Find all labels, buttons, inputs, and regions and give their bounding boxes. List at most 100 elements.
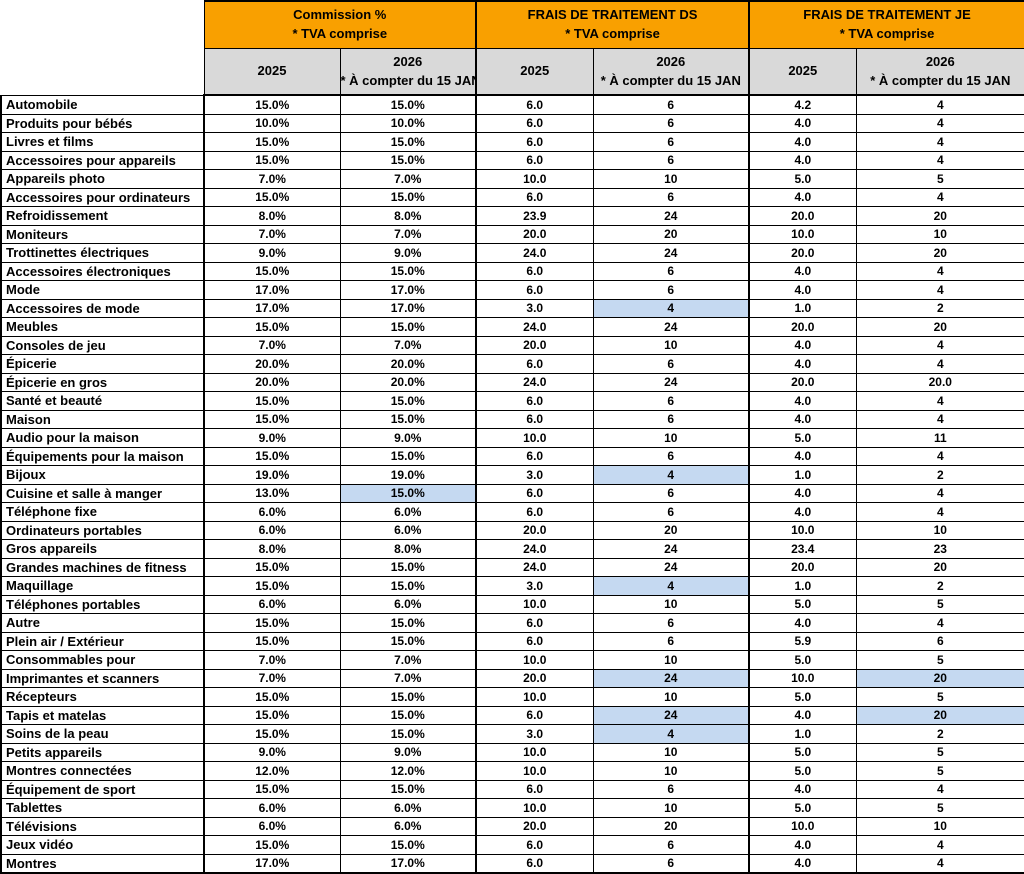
table-row: Maquillage 15.0% 15.0% 3.0 4 1.0 2 xyxy=(0,576,1024,596)
frais-je-2025-cell: 5.0 xyxy=(748,761,857,781)
frais-ds-2025-cell: 6.0 xyxy=(475,779,594,799)
frais-ds-2026-cell: 6 xyxy=(592,132,751,152)
commission-2026-cell: 8.0% xyxy=(339,539,478,559)
commission-2026-cell: 6.0% xyxy=(339,816,478,836)
commission-2025-cell: 15.0% xyxy=(203,132,341,152)
frais-je-2026-cell: 10 xyxy=(855,224,1024,244)
commission-2025-cell: 15.0% xyxy=(203,557,341,577)
table-row: Soins de la peau 15.0% 15.0% 3.0 4 1.0 2 xyxy=(0,724,1024,744)
category-cell: Épicerie xyxy=(0,354,205,374)
commission-2025-cell: 7.0% xyxy=(203,224,341,244)
category-cell: Refroidissement xyxy=(0,206,205,226)
frais-je-2026-cell: 20 xyxy=(855,317,1024,337)
frais-ds-2025-cell: 10.0 xyxy=(475,169,594,189)
frais-je-2026-cell: 4 xyxy=(855,354,1024,374)
frais-je-2026-cell: 4 xyxy=(855,502,1024,522)
table-row: Tapis et matelas 15.0% 15.0% 6.0 24 4.0 … xyxy=(0,705,1024,725)
table-row: Accessoires pour ordinateurs 15.0% 15.0%… xyxy=(0,187,1024,207)
frais-je-2025-cell: 4.0 xyxy=(748,853,857,874)
category-cell: Tablettes xyxy=(0,798,205,818)
table-row: Montres connectées 12.0% 12.0% 10.0 10 5… xyxy=(0,761,1024,781)
frais-ds-2025-cell: 20.0 xyxy=(475,224,594,244)
frais-ds-2026-cell: 6 xyxy=(592,354,751,374)
commission-2025-cell: 20.0% xyxy=(203,372,341,392)
frais-je-2026-cell: 4 xyxy=(855,150,1024,170)
commission-2026-cell: 19.0% xyxy=(339,465,478,485)
table-row: Récepteurs 15.0% 15.0% 10.0 10 5.0 5 xyxy=(0,687,1024,707)
frais-ds-2025-cell: 24.0 xyxy=(475,557,594,577)
frais-je-2025-cell: 4.0 xyxy=(748,705,857,725)
commission-2025-cell: 15.0% xyxy=(203,613,341,633)
category-cell: Consoles de jeu xyxy=(0,335,205,355)
frais-ds-2025-cell: 3.0 xyxy=(475,465,594,485)
frais-je-2026-cell: 4 xyxy=(855,113,1024,133)
table-row: Télévisions 6.0% 6.0% 20.0 20 10.0 10 xyxy=(0,816,1024,836)
commission-2026-cell: 15.0% xyxy=(339,132,478,152)
table-row: Autre 15.0% 15.0% 6.0 6 4.0 4 xyxy=(0,613,1024,633)
commission-2026-cell: 6.0% xyxy=(339,594,478,614)
commission-2025-cell: 15.0% xyxy=(203,94,341,115)
commission-2026-cell: 17.0% xyxy=(339,280,478,300)
frais-ds-2025-cell: 20.0 xyxy=(475,816,594,836)
frais-je-2026-cell: 5 xyxy=(855,650,1024,670)
frais-je-2025-cell: 4.0 xyxy=(748,483,857,503)
commission-2026-cell: 17.0% xyxy=(339,298,478,318)
frais-je-2025-cell: 4.0 xyxy=(748,409,857,429)
year-note: * À compter du 15 JAN xyxy=(340,72,477,88)
frais-je-2026-cell: 5 xyxy=(855,742,1024,762)
category-cell: Soins de la peau xyxy=(0,724,205,744)
frais-je-2026-cell: 10 xyxy=(855,816,1024,836)
frais-je-2025-cell: 5.0 xyxy=(748,650,857,670)
frais-ds-2026-cell: 6 xyxy=(592,409,751,429)
frais-ds-2025-cell: 6.0 xyxy=(475,280,594,300)
frais-je-2025-cell: 4.0 xyxy=(748,132,857,152)
col-header-frais-je-2026: 2026 * À compter du 15 JAN xyxy=(855,48,1024,96)
category-cell: Épicerie en gros xyxy=(0,372,205,392)
category-cell: Accessoires pour appareils xyxy=(0,150,205,170)
frais-ds-2026-cell: 6 xyxy=(592,853,751,874)
category-cell: Grandes machines de fitness xyxy=(0,557,205,577)
category-cell: Téléphone fixe xyxy=(0,502,205,522)
table-row: Épicerie en gros 20.0% 20.0% 24.0 24 20.… xyxy=(0,372,1024,392)
frais-je-2026-cell: 4 xyxy=(855,483,1024,503)
frais-je-2025-cell: 1.0 xyxy=(748,576,857,596)
category-cell: Consommables pour xyxy=(0,650,205,670)
commission-2025-cell: 8.0% xyxy=(203,539,341,559)
frais-je-2026-cell: 20 xyxy=(855,243,1024,263)
frais-je-2026-cell: 4 xyxy=(855,94,1024,115)
frais-ds-2025-cell: 6.0 xyxy=(475,483,594,503)
frais-ds-2026-cell: 24 xyxy=(592,539,751,559)
frais-je-2025-cell: 10.0 xyxy=(748,224,857,244)
frais-je-2026-cell: 5 xyxy=(855,798,1024,818)
commission-2025-cell: 15.0% xyxy=(203,687,341,707)
commission-2026-cell: 15.0% xyxy=(339,483,478,503)
frais-ds-2025-cell: 6.0 xyxy=(475,150,594,170)
frais-ds-2026-cell: 10 xyxy=(592,428,751,448)
table-row: Trottinettes électriques 9.0% 9.0% 24.0 … xyxy=(0,243,1024,263)
frais-ds-2025-cell: 10.0 xyxy=(475,687,594,707)
frais-ds-2025-cell: 3.0 xyxy=(475,724,594,744)
frais-je-2026-cell: 5 xyxy=(855,761,1024,781)
frais-ds-2025-cell: 24.0 xyxy=(475,372,594,392)
frais-ds-2025-cell: 10.0 xyxy=(475,650,594,670)
frais-ds-2026-cell: 10 xyxy=(592,761,751,781)
category-cell: Accessoires pour ordinateurs xyxy=(0,187,205,207)
group-subtitle: * TVA comprise xyxy=(839,26,935,41)
commission-2026-cell: 15.0% xyxy=(339,613,478,633)
year-label: 2026 xyxy=(393,54,423,70)
year-header-row: 2025 2026 * À compter du 15 JAN 2025 202… xyxy=(1,48,1024,96)
frais-je-2025-cell: 5.0 xyxy=(748,594,857,614)
frais-je-2025-cell: 4.0 xyxy=(748,261,857,281)
frais-je-2026-cell: 4 xyxy=(855,335,1024,355)
category-cell: Cuisine et salle à manger xyxy=(0,483,205,503)
commission-2026-cell: 15.0% xyxy=(339,261,478,281)
frais-je-2025-cell: 5.0 xyxy=(748,428,857,448)
category-cell: Équipement de sport xyxy=(0,779,205,799)
category-cell: Mode xyxy=(0,280,205,300)
frais-je-2025-cell: 10.0 xyxy=(748,816,857,836)
commission-2026-cell: 17.0% xyxy=(339,853,478,874)
commission-2026-cell: 7.0% xyxy=(339,650,478,670)
frais-ds-2025-cell: 20.0 xyxy=(475,335,594,355)
frais-je-2025-cell: 4.0 xyxy=(748,150,857,170)
